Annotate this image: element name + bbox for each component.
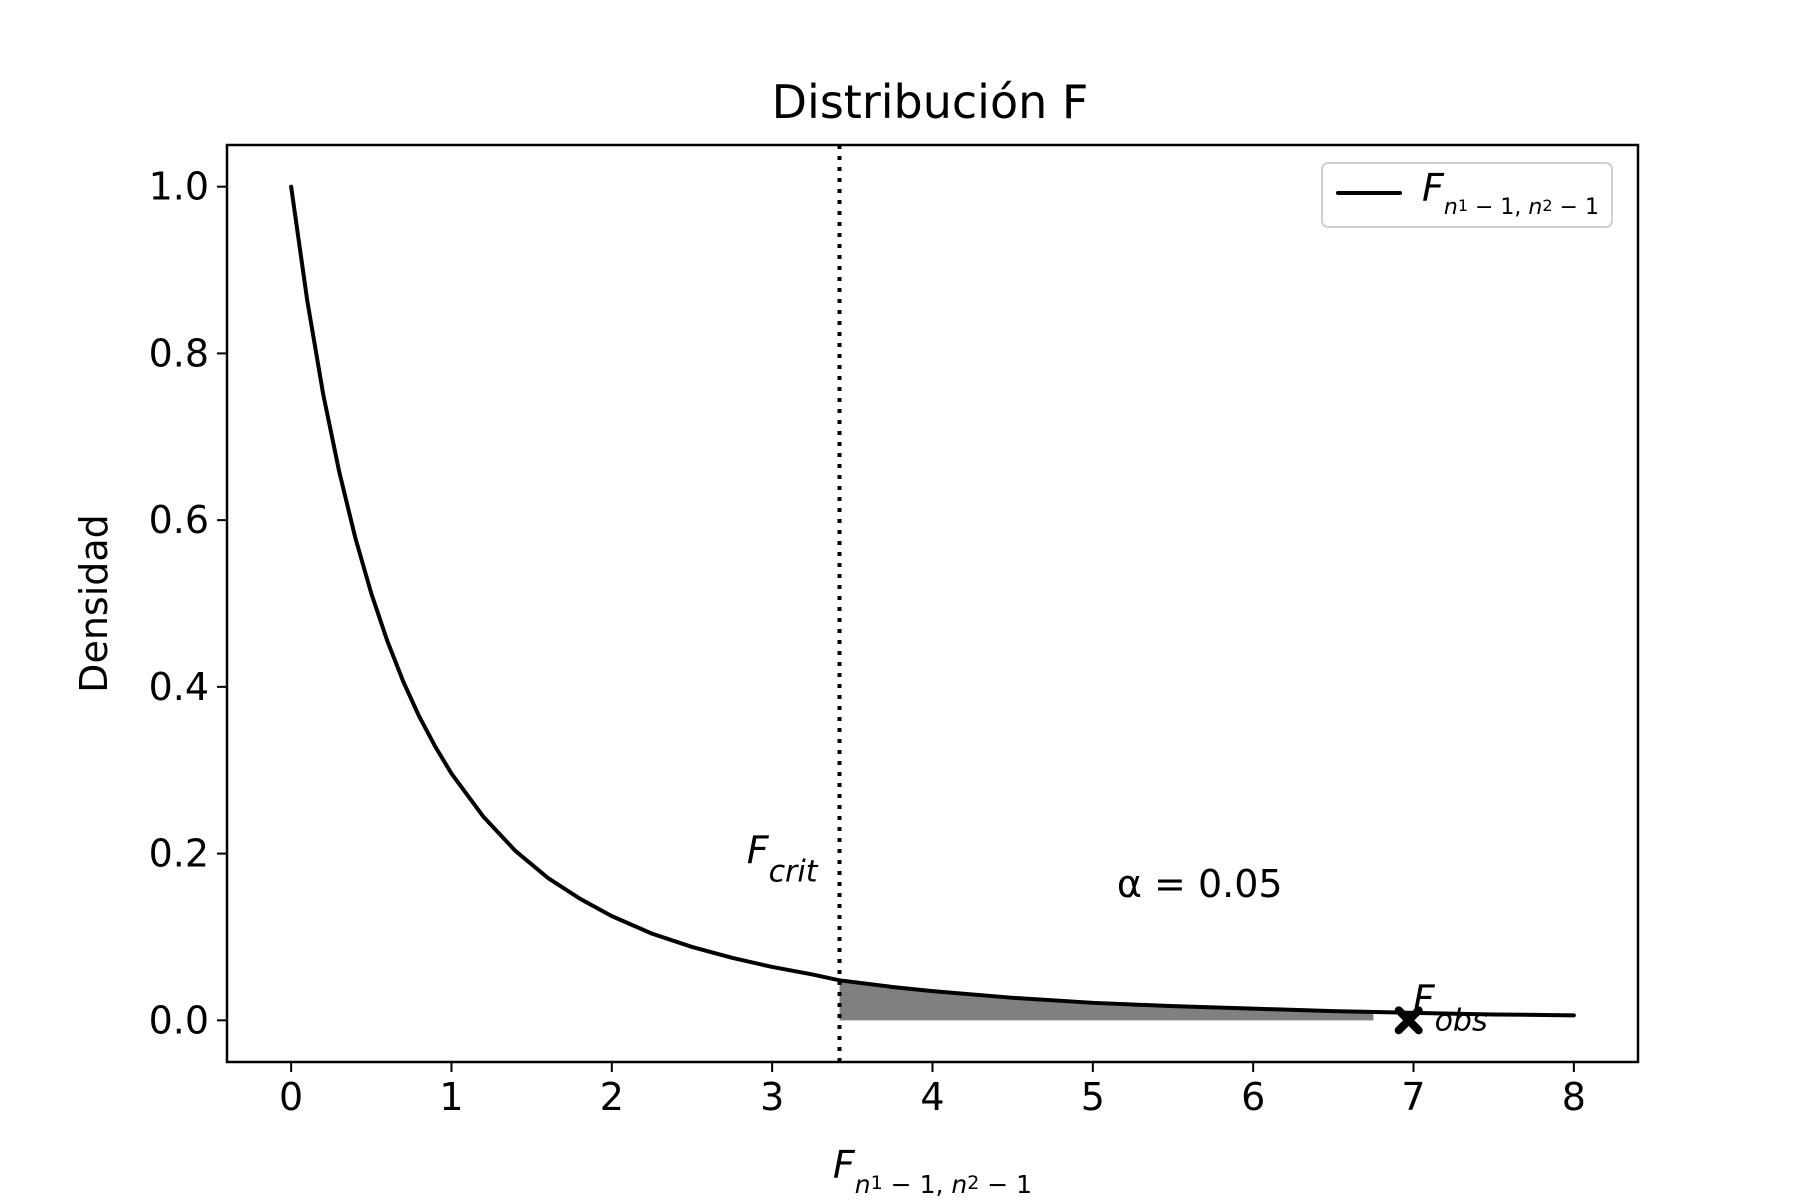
y-tick-label: 0.8 (149, 331, 209, 375)
y-tick-label: 1.0 (149, 165, 209, 209)
x-tick-label: 3 (760, 1075, 784, 1119)
x-axis-label: Fn1 − 1, n2 − 1 (833, 1143, 1032, 1199)
density-curve (289, 184, 1576, 1018)
x-tick-label: 6 (1241, 1075, 1265, 1119)
annotation-group: Fcrit Fobs α = 0.05 (747, 829, 1488, 1038)
legend-label: Fn1 − 1, n2 − 1 (1422, 166, 1599, 220)
chart-title: Distribución F (772, 75, 1089, 129)
x-tick-label: 8 (1562, 1075, 1586, 1119)
rejection-region-fill (839, 980, 1374, 1021)
y-tick-label: 0.6 (149, 498, 209, 542)
x-tick-label: 7 (1401, 1075, 1425, 1119)
x-tick-label: 5 (1081, 1075, 1105, 1119)
y-axis-label: Densidad (72, 514, 116, 693)
y-tick-label: 0.4 (149, 665, 209, 709)
y-tick-label: 0.2 (149, 832, 209, 876)
alpha-annotation: α = 0.05 (1117, 862, 1283, 906)
y-tick-label: 0.0 (149, 998, 209, 1042)
observed-value-label: Fobs (1413, 977, 1488, 1037)
x-tick-label: 4 (920, 1075, 944, 1119)
axis-group: 0 1 2 3 4 5 6 7 8 0.0 0.2 0.4 0.6 0.8 1.0 Fn1 − 1, n2 −… (72, 165, 1586, 1199)
legend-box (1321, 162, 1613, 228)
x-tick-label: 1 (439, 1075, 463, 1119)
observed-point-marker (1394, 1006, 1423, 1035)
series-group (289, 145, 1576, 1062)
x-tick-label: 2 (600, 1075, 624, 1119)
plot-frame (225, 143, 1640, 1064)
legend: Fn1 − 1, n2 − 1 (1321, 162, 1613, 228)
critical-value-label: Fcrit (747, 829, 819, 890)
x-tick-label: 0 (279, 1075, 303, 1119)
